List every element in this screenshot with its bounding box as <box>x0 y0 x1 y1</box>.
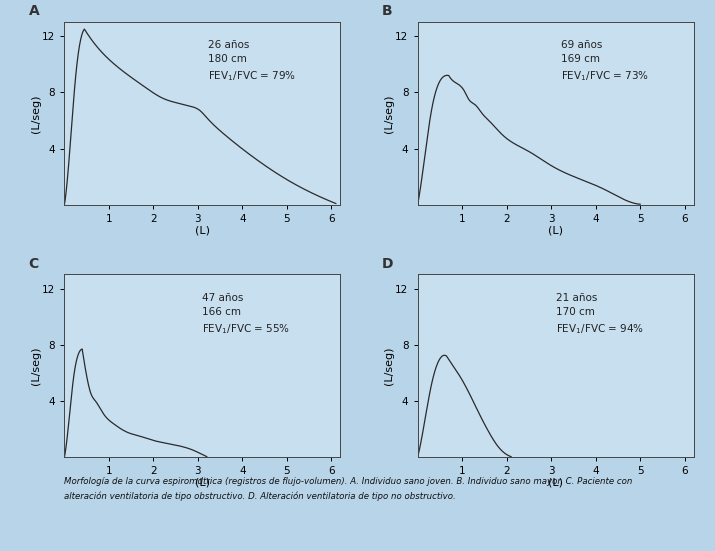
X-axis label: (L): (L) <box>548 225 563 235</box>
Text: Morfología de la curva espiromdtrica (registros de flujo-volumen). A. Individuo : Morfología de la curva espiromdtrica (re… <box>64 477 633 485</box>
X-axis label: (L): (L) <box>194 478 209 488</box>
Text: alteración ventilatoria de tipo obstructivo. D. Alteración ventilatoria de tipo : alteración ventilatoria de tipo obstruct… <box>64 491 456 501</box>
Text: B: B <box>382 4 393 18</box>
Text: 26 años
180 cm
FEV$_1$/FVC = 79%: 26 años 180 cm FEV$_1$/FVC = 79% <box>208 40 296 83</box>
Text: 69 años
169 cm
FEV$_1$/FVC = 73%: 69 años 169 cm FEV$_1$/FVC = 73% <box>561 40 649 83</box>
Y-axis label: (L/seg): (L/seg) <box>384 94 394 133</box>
X-axis label: (L): (L) <box>548 478 563 488</box>
Text: A: A <box>29 4 39 18</box>
Text: 47 años
166 cm
FEV$_1$/FVC = 55%: 47 años 166 cm FEV$_1$/FVC = 55% <box>202 293 290 336</box>
Text: C: C <box>29 257 39 271</box>
Text: D: D <box>382 257 393 271</box>
X-axis label: (L): (L) <box>194 225 209 235</box>
Y-axis label: (L/seg): (L/seg) <box>384 347 394 385</box>
Text: 21 años
170 cm
FEV$_1$/FVC = 94%: 21 años 170 cm FEV$_1$/FVC = 94% <box>556 293 644 336</box>
Y-axis label: (L/seg): (L/seg) <box>31 94 41 133</box>
Y-axis label: (L/seg): (L/seg) <box>31 347 41 385</box>
